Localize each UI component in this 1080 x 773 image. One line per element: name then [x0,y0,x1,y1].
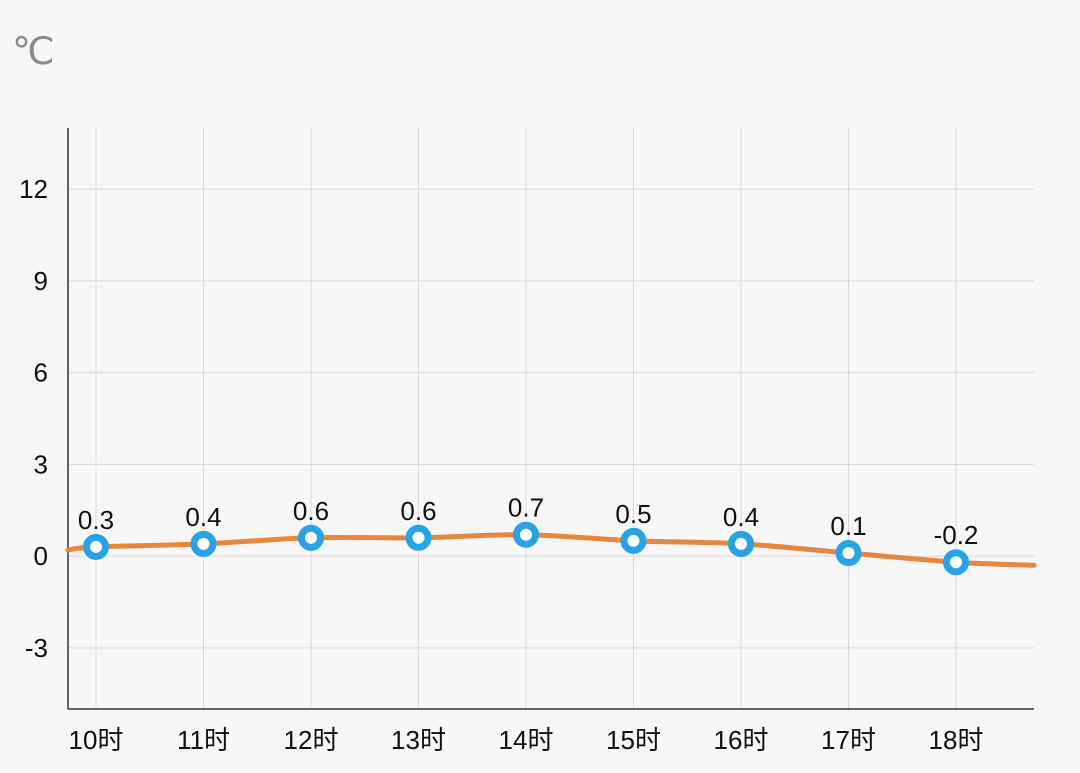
x-tick-label: 13时 [391,725,446,755]
data-point-marker [728,530,754,557]
x-tick-label: 14时 [499,725,554,755]
y-tick-label: 3 [34,449,48,479]
data-point-marker [405,524,432,551]
y-tick-label: 12 [19,174,48,204]
y-tick-label: 0 [34,541,48,571]
x-tick-label: 12时 [284,725,339,755]
x-tick-label: 16时 [714,725,769,755]
data-label: 0.1 [830,511,866,541]
data-label: 0.7 [508,493,544,523]
x-tick-label: 17时 [821,725,876,755]
x-tick-label: 18时 [929,725,984,755]
unit-label: ℃ [12,29,55,73]
data-point-marker [513,521,539,548]
axes [67,128,1034,710]
data-label: 0.5 [615,499,651,529]
x-tick-label: 11时 [177,725,230,755]
data-point-marker [298,524,324,551]
y-tick-label: 6 [34,358,48,388]
y-tick-label: -3 [25,633,48,663]
data-label: 0.6 [293,496,329,526]
labels: -3 0 3 6 9 12 10时 11时 12时 13时 14时 15时 16时 17时 18时 0.3 0.… [19,174,983,755]
data-point-marker [943,549,969,576]
x-tick-label: 15时 [606,725,661,755]
data-point-marker [83,533,109,560]
y-tick-label: 9 [34,266,48,296]
data-point-marker [835,540,862,567]
data-label: -0.2 [934,520,979,550]
data-point-marker [620,527,647,554]
data-label: 0.6 [400,496,436,526]
x-tick-label: 10时 [69,725,124,755]
data-point-marker [190,530,217,557]
data-label: 0.4 [185,502,221,532]
data-label: 0.3 [78,505,114,535]
grid [68,128,1034,709]
markers [83,521,969,576]
data-label: 0.4 [723,502,759,532]
